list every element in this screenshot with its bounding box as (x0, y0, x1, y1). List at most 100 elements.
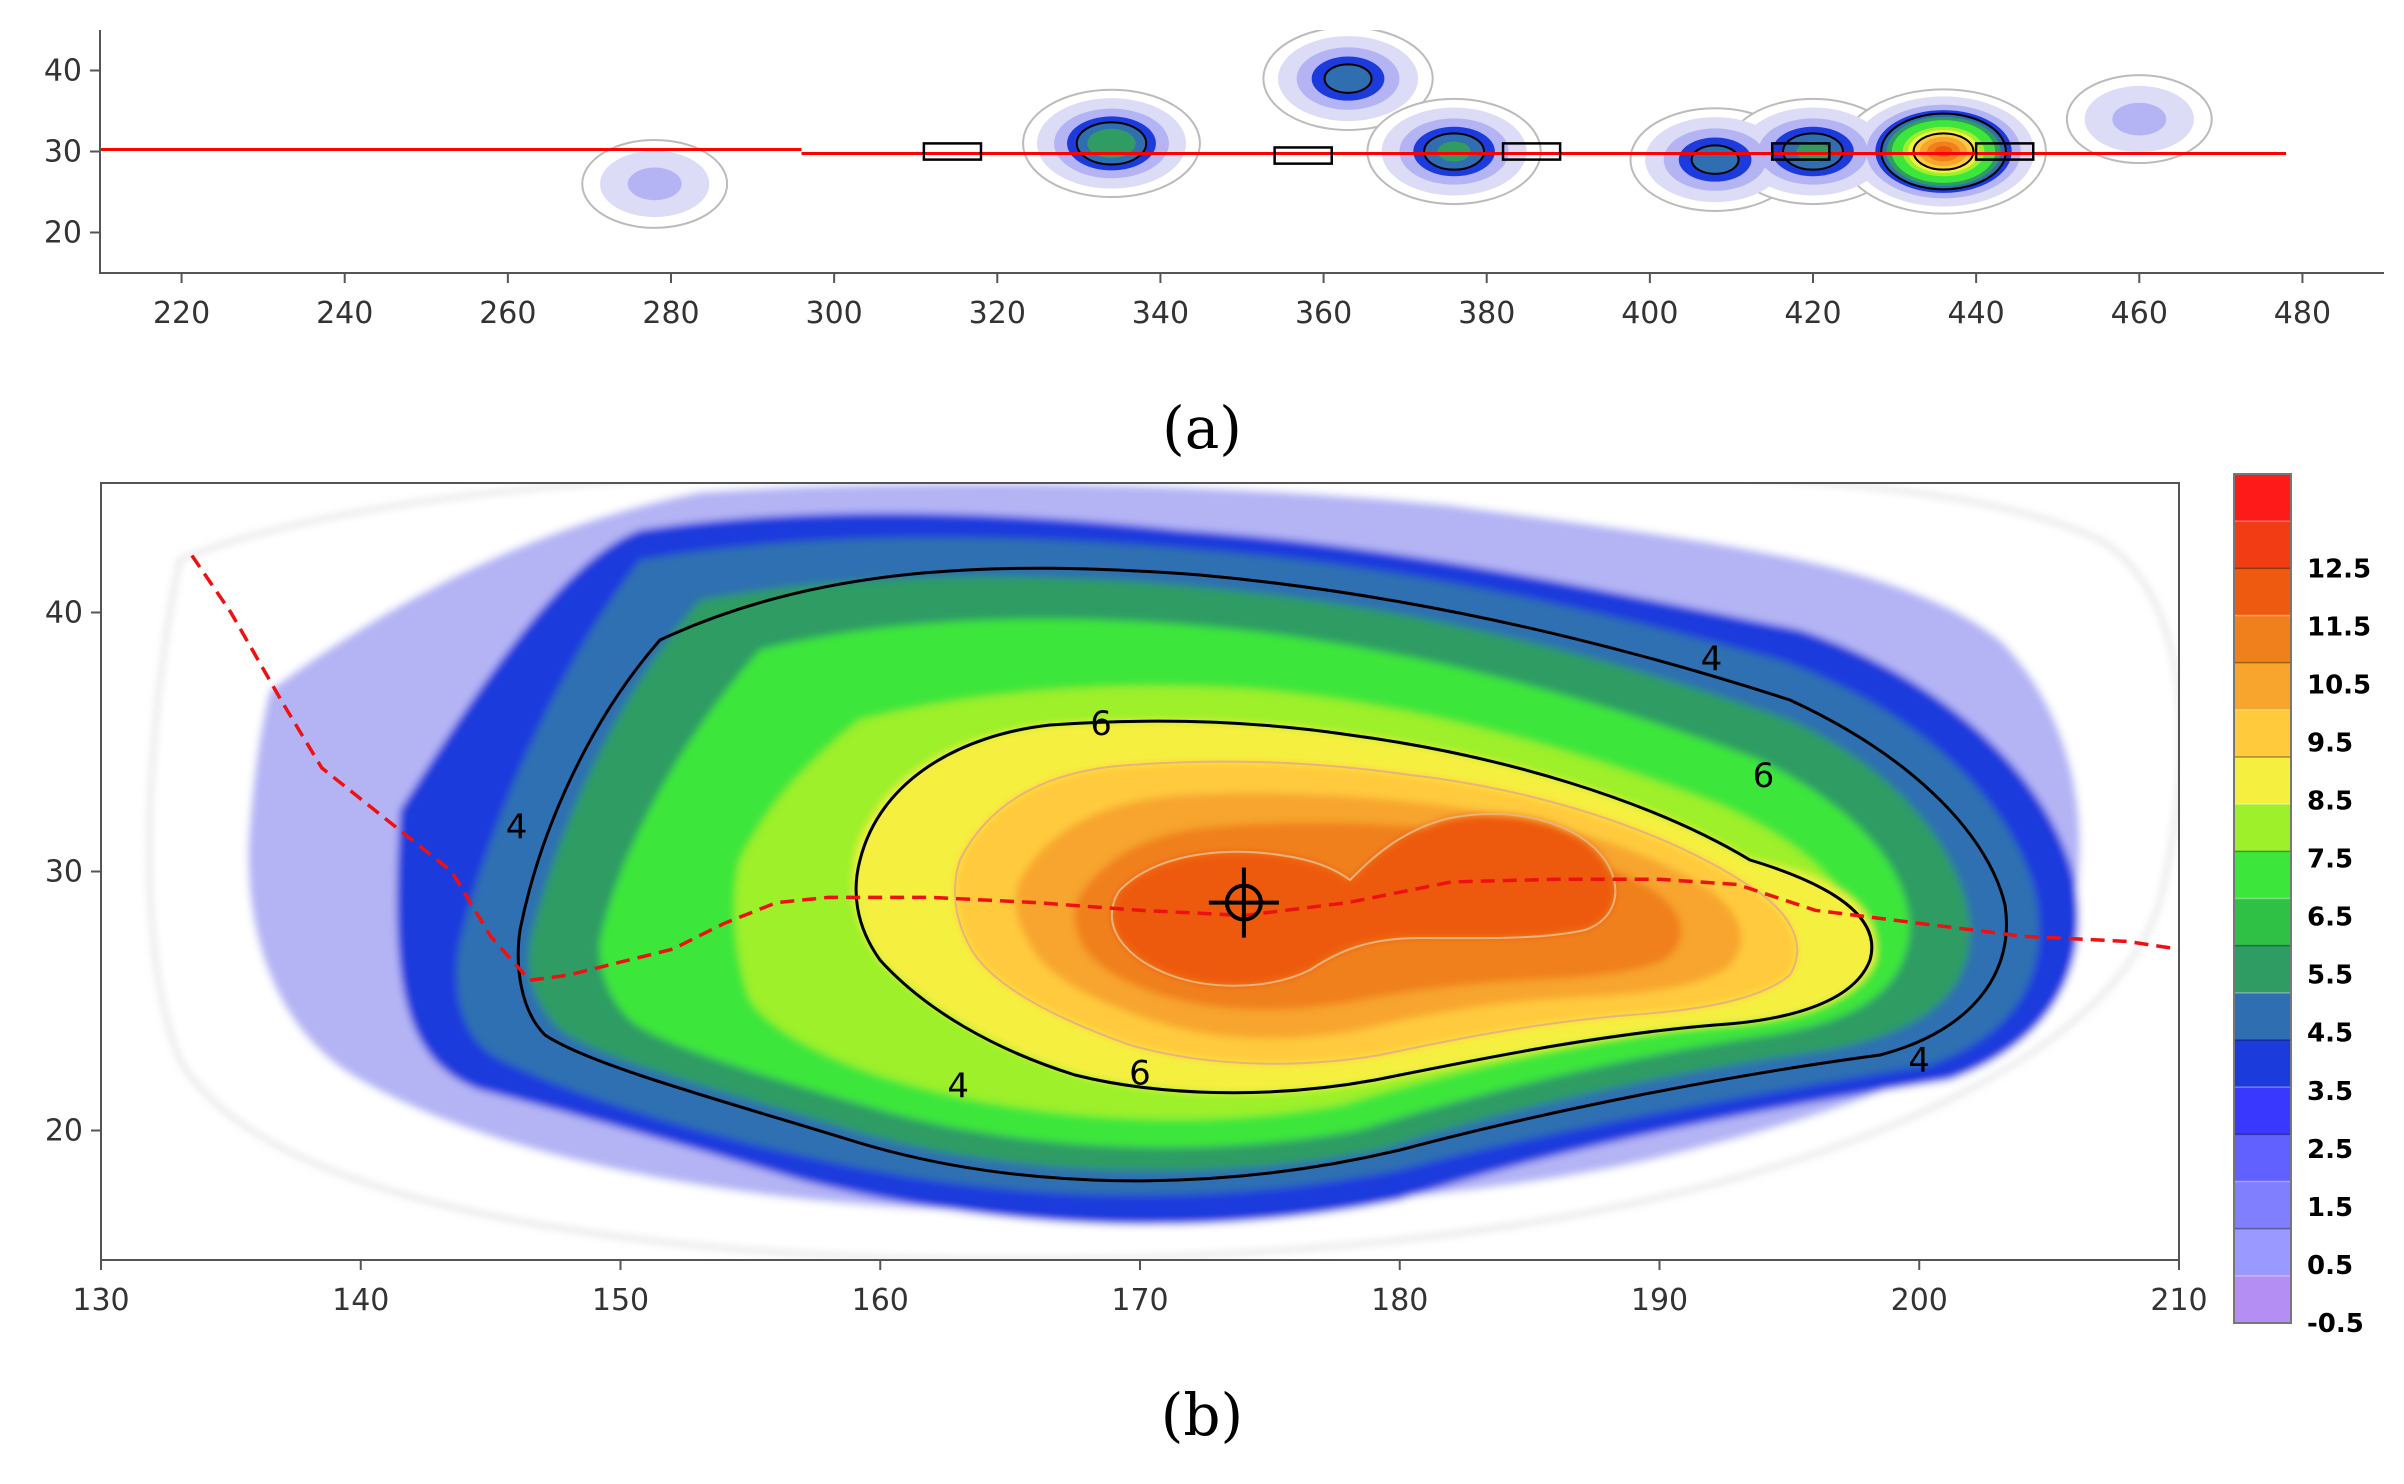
panel-b-y-tick-label-0: 20 (45, 1114, 83, 1149)
contour-label-2: 4 (947, 1067, 969, 1107)
panel-b-x-tick-label-7: 200 (1891, 1283, 1948, 1318)
panel-a-blob-7-level-2 (2112, 102, 2167, 136)
panel-b: 4 4 4 4 6 6 6 130 140 150 160 170 180 190 200 210 20 30 4… (45, 482, 2208, 1449)
colorbar-segment-4 (2234, 662, 2291, 711)
panel-b-contour-labels: 4 4 4 4 6 6 6 (506, 639, 1930, 1107)
panel-a-blob-5-level-5 (1796, 141, 1830, 162)
panel-a-x-tick-label-7: 360 (1295, 296, 1352, 331)
panel-b-x-tick-label-3: 160 (852, 1283, 909, 1318)
colorbar-label-0: 12.5 (2307, 554, 2371, 584)
colorbar-label-8: 4.5 (2307, 1019, 2353, 1049)
panel-a-box-2 (1501, 142, 1562, 161)
panel-label-b: (b) (1161, 1381, 1243, 1449)
colorbar-frame (2233, 473, 2292, 1324)
contour-line-thin-2 (1110, 813, 1617, 987)
panel-a-x-tick-label-12: 460 (2111, 296, 2168, 331)
panel-a-box-1 (1273, 146, 1333, 165)
colorbar-segment-12 (2234, 1040, 2291, 1088)
contour-label-0: 4 (506, 808, 528, 848)
panel-b-x-tick-label-6: 190 (1631, 1283, 1688, 1318)
panel-b-x-tick-label-1: 140 (332, 1283, 389, 1318)
contour-label-3: 4 (1908, 1041, 1930, 1081)
panel-b-x-tick-label-5: 180 (1371, 1283, 1428, 1318)
panel-a-blob-1-level-5 (1087, 128, 1136, 159)
panel-a-box-0 (922, 142, 983, 161)
panel-a-x-tick-label-10: 420 (1784, 296, 1841, 331)
panel-a-x-tick-label-6: 340 (1132, 296, 1189, 331)
panel-b-contour-fills (148, 483, 2179, 1260)
colorbar-segment-17 (2234, 1275, 2291, 1324)
panel-a-blob-3-level-5 (1437, 141, 1471, 162)
colorbar-label-7: 5.5 (2307, 961, 2353, 991)
colorbar-segment-6 (2234, 757, 2291, 805)
colorbar-label-11: 1.5 (2307, 1193, 2353, 1223)
colorbar-segment-15 (2234, 1181, 2291, 1230)
colorbar-segment-10 (2234, 945, 2291, 994)
colorbar-segment-7 (2234, 804, 2291, 852)
panel-a-x-tick-label-5: 320 (969, 296, 1026, 331)
panel-a-contour-blobs (581, 30, 2213, 229)
contour-label-5: 6 (1753, 756, 1775, 796)
peak-crosshair-marker (1208, 867, 1279, 938)
colorbar-label-12: 0.5 (2307, 1251, 2353, 1281)
colorbar-label-3: 9.5 (2307, 728, 2353, 758)
colorbar-segment-11 (2234, 992, 2291, 1041)
panel-a-x-tick-label-13: 480 (2274, 296, 2331, 331)
panel-a-x-tick-label-4: 300 (806, 296, 863, 331)
panel-label-a: (a) (1162, 394, 1242, 462)
contour-label-1: 4 (1701, 639, 1723, 679)
colorbar-label-2: 10.5 (2307, 670, 2371, 700)
panel-a-blob-6-level-12 (1934, 146, 1953, 157)
panel-a: 220 240 260 280 300 320 340 360 380 400 420 440 460 4… (44, 30, 2384, 462)
panel-a-ticks: 220 240 260 280 300 320 340 360 380 400 420 440 460 4… (44, 54, 2331, 332)
colorbar-segment-8 (2234, 851, 2291, 900)
panel-b-ticks: 130 140 150 160 170 180 190 200 210 20 30 40 (45, 596, 2208, 1319)
colorbar-label-6: 6.5 (2307, 903, 2353, 933)
panel-b-y-tick-label-1: 30 (45, 855, 83, 890)
panel-a-x-tick-label-11: 440 (1948, 296, 2005, 331)
panel-b-dashed-trajectory (190, 554, 2179, 983)
colorbar-segment-3 (2234, 615, 2291, 664)
contour-label-6: 6 (1129, 1054, 1151, 1094)
colorbar-segment-16 (2234, 1228, 2291, 1277)
contour-line-4 (516, 566, 2008, 1183)
panel-b-x-tick-label-8: 210 (2150, 1283, 2207, 1318)
panel-a-axes (99, 30, 2384, 274)
panel-a-window-boxes (922, 142, 2035, 165)
panel-b-x-tick-label-0: 130 (72, 1283, 129, 1318)
colorbar-segment-0 (2234, 474, 2291, 522)
panel-a-y-tick-label-1: 30 (44, 135, 82, 170)
colorbar-segment-2 (2234, 568, 2291, 617)
panel-a-x-tick-label-2: 260 (479, 296, 536, 331)
contour-line-6 (854, 719, 1874, 1095)
colorbar-label-13: -0.5 (2307, 1309, 2364, 1339)
panel-b-x-tick-label-4: 170 (1111, 1283, 1168, 1318)
colorbar-label-10: 2.5 (2307, 1135, 2353, 1165)
panel-a-y-tick-label-0: 20 (44, 216, 82, 251)
panel-a-x-tick-label-9: 400 (1621, 296, 1678, 331)
panel-b-x-tick-label-2: 150 (592, 1283, 649, 1318)
colorbar: 12.5 11.5 10.5 9.5 8.5 7.5 6.5 5.5 4.5 3.5 2.5 1.5 0… (2233, 473, 2371, 1339)
panel-a-blob-2-level-4 (1323, 63, 1373, 94)
colorbar-label-9: 3.5 (2307, 1077, 2353, 1107)
contour-label-4: 6 (1090, 704, 1112, 744)
panel-a-x-tick-label-0: 220 (153, 296, 210, 331)
panel-a-blob-0-level-2 (627, 167, 682, 201)
panel-a-x-tick-label-1: 240 (316, 296, 373, 331)
panel-b-y-tick-label-2: 40 (45, 596, 83, 631)
contour-line-thin-1 (954, 760, 1799, 1065)
colorbar-label-5: 7.5 (2307, 845, 2353, 875)
panel-a-x-tick-label-8: 380 (1458, 296, 1515, 331)
colorbar-segment-13 (2234, 1087, 2291, 1135)
panel-a-x-tick-label-3: 280 (642, 296, 699, 331)
panel-a-y-tick-label-2: 40 (44, 54, 82, 89)
colorbar-label-4: 8.5 (2307, 787, 2353, 817)
colorbar-segment-1 (2234, 521, 2291, 569)
colorbar-segment-14 (2234, 1134, 2291, 1183)
colorbar-segment-9 (2234, 898, 2291, 947)
colorbar-label-1: 11.5 (2307, 612, 2371, 642)
colorbar-segment-5 (2234, 709, 2291, 758)
panel-a-box-4 (1974, 142, 2035, 161)
panel-a-box-3 (1770, 142, 1831, 161)
